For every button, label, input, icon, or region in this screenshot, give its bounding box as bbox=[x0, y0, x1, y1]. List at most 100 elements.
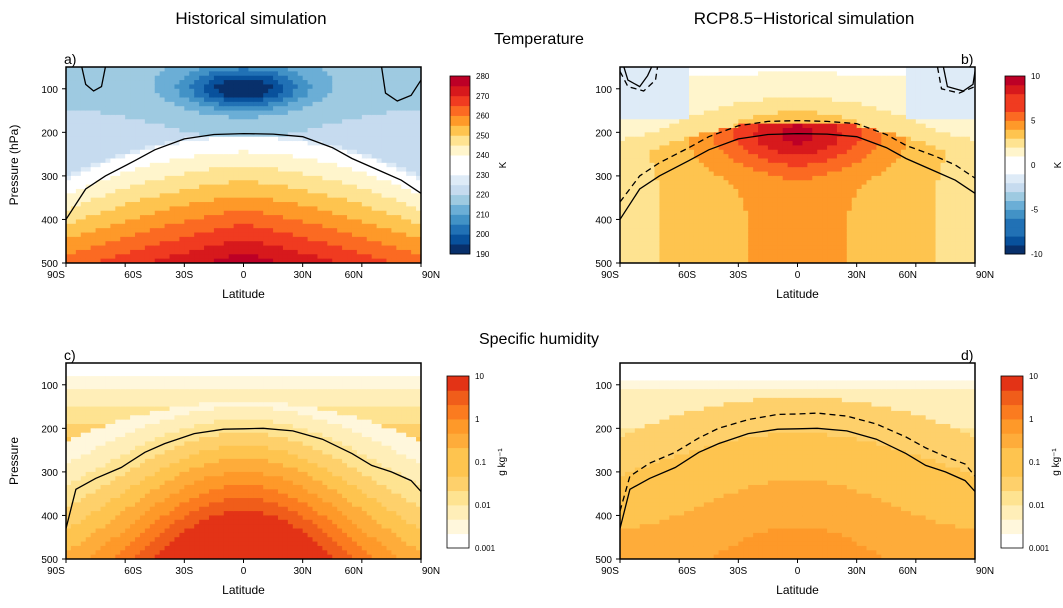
field-cell bbox=[728, 110, 735, 116]
field-cell bbox=[743, 219, 749, 225]
field-cell bbox=[738, 223, 744, 229]
field-cell bbox=[376, 80, 383, 86]
field-cell bbox=[317, 145, 323, 151]
field-cell bbox=[629, 228, 636, 234]
field-cell bbox=[75, 106, 82, 112]
field-cell bbox=[624, 175, 631, 181]
field-cell bbox=[624, 127, 631, 133]
field-cell bbox=[317, 232, 323, 238]
field-cell bbox=[753, 219, 759, 225]
field-cell bbox=[139, 210, 146, 216]
field-cell bbox=[679, 215, 685, 221]
field-cell bbox=[179, 80, 185, 86]
field-cell bbox=[139, 197, 146, 203]
field-cell bbox=[376, 154, 383, 160]
field-cell bbox=[347, 175, 353, 181]
field-cell bbox=[342, 110, 348, 116]
field-cell bbox=[753, 184, 759, 190]
field-cell bbox=[80, 228, 87, 234]
field-cell bbox=[718, 232, 725, 238]
field-cell bbox=[634, 88, 641, 94]
field-cell bbox=[644, 193, 651, 199]
field-cell bbox=[728, 119, 735, 125]
field-cell bbox=[371, 67, 378, 72]
field-cell bbox=[213, 97, 220, 103]
field-cell bbox=[396, 245, 402, 251]
field-cell bbox=[391, 210, 397, 216]
field-cell bbox=[644, 119, 651, 125]
field-cell bbox=[758, 101, 764, 107]
field-cell bbox=[218, 97, 225, 103]
field-cell bbox=[669, 149, 675, 155]
field-cell bbox=[693, 80, 700, 86]
field-cell bbox=[263, 223, 269, 229]
field-cell bbox=[639, 215, 646, 221]
field-cell bbox=[728, 145, 735, 151]
field-cell bbox=[332, 123, 338, 129]
field-cell bbox=[772, 245, 779, 251]
field-cell bbox=[130, 127, 136, 133]
field-cell bbox=[302, 215, 309, 221]
field-cell bbox=[302, 88, 309, 94]
field-cell bbox=[654, 119, 661, 125]
field-cell bbox=[258, 84, 264, 90]
field-cell bbox=[797, 127, 804, 133]
field-cell bbox=[386, 158, 393, 164]
field-cell bbox=[312, 171, 319, 177]
field-cell bbox=[218, 197, 225, 203]
field-cell bbox=[698, 197, 705, 203]
field-cell bbox=[703, 193, 710, 199]
field-cell bbox=[337, 114, 343, 120]
field-cell bbox=[307, 219, 314, 225]
field-cell bbox=[312, 215, 319, 221]
field-cell bbox=[273, 241, 279, 247]
field-cell bbox=[624, 106, 631, 112]
field-cell bbox=[664, 136, 670, 142]
field-cell bbox=[312, 88, 319, 94]
field-cell bbox=[396, 158, 402, 164]
colorbar-swatch bbox=[450, 115, 470, 126]
field-cell bbox=[169, 67, 176, 72]
field-cell bbox=[674, 188, 680, 194]
field-cell bbox=[782, 241, 789, 247]
field-cell bbox=[273, 236, 279, 242]
field-cell bbox=[698, 101, 705, 107]
field-cell bbox=[322, 210, 328, 216]
field-cell bbox=[674, 149, 680, 155]
field-cell bbox=[396, 84, 402, 90]
field-cell bbox=[674, 184, 680, 190]
field-cell bbox=[401, 236, 407, 242]
field-cell bbox=[689, 154, 695, 160]
field-cell bbox=[669, 188, 675, 194]
field-cell bbox=[312, 188, 319, 194]
field-cell bbox=[758, 149, 764, 155]
field-cell bbox=[297, 245, 304, 251]
field-cell bbox=[80, 149, 87, 155]
field-cell bbox=[782, 193, 789, 199]
field-cell bbox=[307, 154, 314, 160]
field-cell bbox=[629, 132, 636, 138]
field-cell bbox=[649, 114, 656, 120]
field-cell bbox=[312, 71, 319, 77]
field-cell bbox=[728, 258, 735, 263]
field-cell bbox=[248, 141, 254, 146]
field-cell bbox=[194, 149, 200, 155]
colorbar-tick-label: 260 bbox=[476, 112, 490, 121]
field-cell bbox=[110, 106, 116, 112]
field-cell bbox=[297, 97, 304, 103]
field-cell bbox=[634, 71, 641, 77]
field-cell bbox=[258, 106, 264, 112]
field-cell bbox=[238, 145, 245, 151]
field-cell bbox=[743, 114, 749, 120]
field-cell bbox=[322, 154, 328, 160]
field-cell bbox=[169, 202, 176, 207]
field-cell bbox=[149, 167, 156, 173]
field-cell bbox=[258, 162, 264, 168]
field-cell bbox=[208, 210, 215, 216]
field-cell bbox=[278, 123, 284, 129]
field-cell bbox=[149, 97, 156, 103]
field-cell bbox=[80, 236, 87, 242]
field-cell bbox=[782, 75, 789, 81]
field-cell bbox=[144, 254, 151, 260]
field-cell bbox=[401, 206, 407, 212]
